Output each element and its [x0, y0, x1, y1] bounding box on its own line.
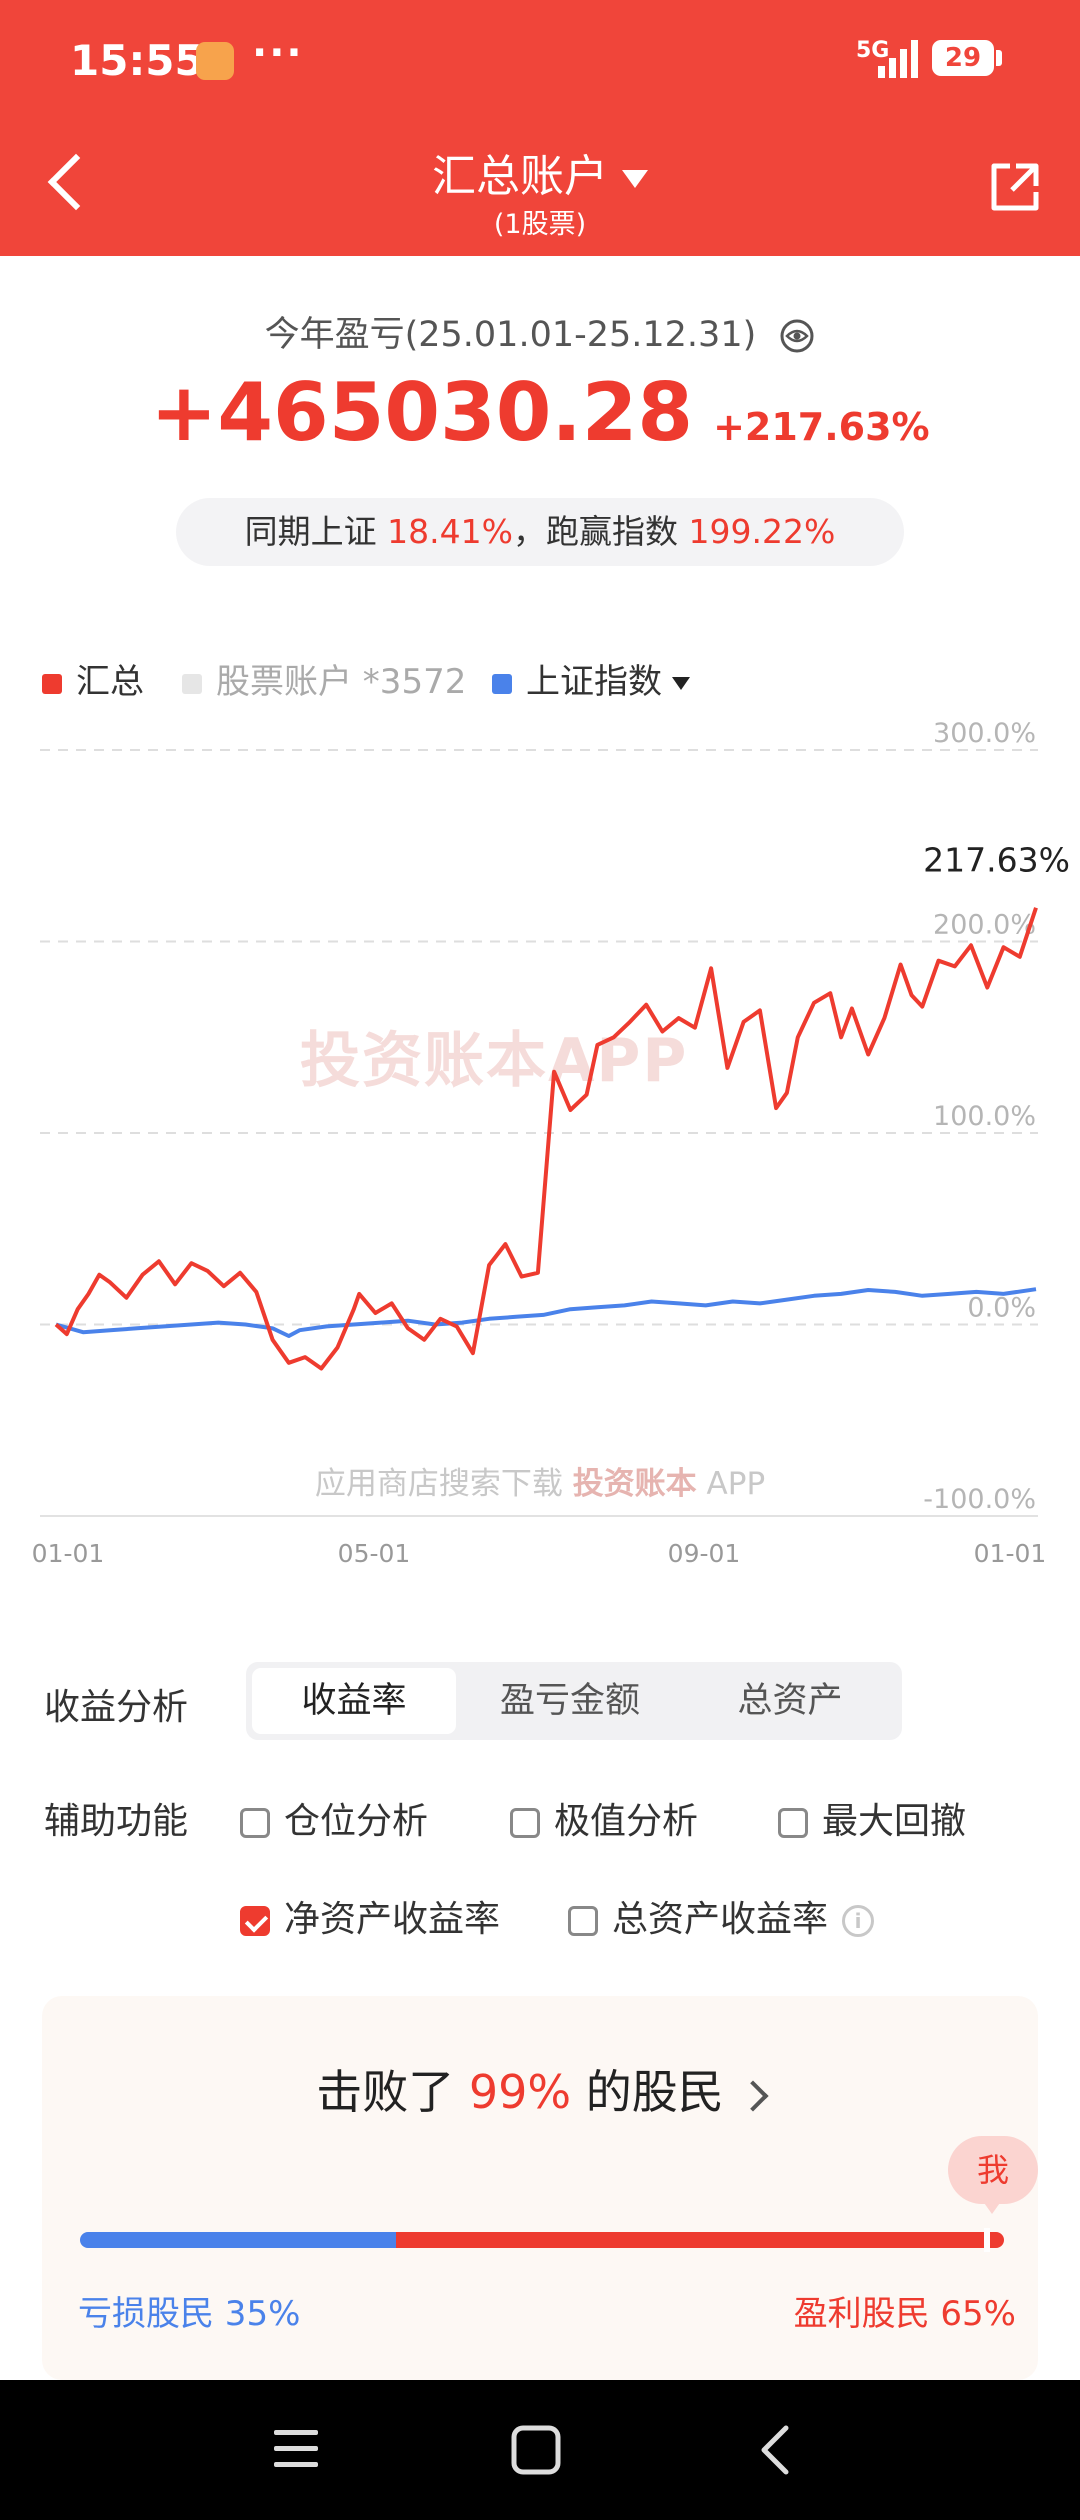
index-compare-pill: 同期上证 18.41%，跑赢指数 199.22%: [176, 498, 904, 566]
page-title: 汇总账户: [432, 151, 608, 202]
download-hint-app: APP: [706, 1466, 766, 1502]
period-label: 今年盈亏(25.01.01-25.12.31): [264, 315, 757, 355]
gain-bar: [396, 2232, 1004, 2248]
checkbox-extreme-analysis[interactable]: [510, 1808, 540, 1838]
option-label: 净资产收益率: [284, 1899, 501, 1940]
caret-down-icon: [622, 170, 648, 188]
beat-suffix: 的股民: [585, 2065, 724, 2119]
download-hint-text: 应用商店搜索下载: [314, 1466, 563, 1502]
analysis-label: 收益分析: [44, 1687, 189, 1728]
analysis-tabs: 收益率 盈亏金额 总资产: [246, 1662, 902, 1740]
option-roa[interactable]: 总资产收益率 i: [568, 1890, 875, 1942]
y-tick-label: 0.0%: [967, 1293, 1036, 1324]
option-max-drawdown[interactable]: 最大回撤: [778, 1792, 966, 1844]
compare-mid: ，跑赢指数: [513, 512, 678, 551]
my-position-marker: [984, 2228, 990, 2252]
return-chart[interactable]: 300.0% 200.0% 100.0% 0.0% -100.0% 01-01 05-01 0…: [0, 720, 1080, 1600]
end-value-label: 217.63%: [923, 841, 1070, 880]
x-tick-label: 01-01: [32, 1539, 105, 1568]
option-label: 极值分析: [554, 1801, 699, 1842]
profit-amount: +465030.28: [150, 366, 694, 459]
checkbox-position-analysis[interactable]: [240, 1808, 270, 1838]
beat-card[interactable]: 击败了 99% 的股民 我 亏损股民 35% 盈利股民 65%: [42, 1996, 1038, 2380]
checkbox-roa[interactable]: [568, 1906, 598, 1936]
option-label: 仓位分析: [284, 1801, 429, 1842]
option-roe[interactable]: 净资产收益率: [240, 1890, 500, 1942]
profit-row: +465030.28 +217.63%: [0, 366, 1080, 459]
header-bar: 15:55 ··· 5G 29 汇总账户 (1股票): [0, 0, 1080, 256]
legend-stock-account[interactable]: 股票账户 *3572: [182, 654, 466, 703]
legend-label-index: 上证指数: [526, 662, 662, 702]
info-icon[interactable]: i: [842, 1905, 875, 1937]
period-row: 今年盈亏(25.01.01-25.12.31): [0, 306, 1080, 357]
legend-index[interactable]: 上证指数: [492, 654, 690, 703]
y-tick-label: 100.0%: [933, 1101, 1036, 1132]
y-tick-label: -100.0%: [923, 1484, 1036, 1515]
legend-swatch-total: [42, 673, 62, 694]
account-selector[interactable]: 汇总账户: [0, 140, 1080, 204]
legend-swatch-index: [492, 673, 512, 694]
watermark-logo: 投资账本APP: [300, 1026, 689, 1096]
x-tick-label: 05-01: [338, 1539, 411, 1568]
share-icon[interactable]: [988, 160, 1042, 214]
download-hint: 应用商店搜索下载 投资账本 APP: [0, 1458, 1080, 1503]
x-tick-label: 09-01: [668, 1539, 741, 1568]
compare-prefix: 同期上证: [244, 512, 377, 551]
legend-swatch-stock: [182, 673, 202, 694]
beat-headline: 击败了 99% 的股民: [42, 2056, 1038, 2122]
battery-icon: 29: [932, 40, 994, 76]
checkbox-roe-checked[interactable]: [240, 1906, 270, 1936]
network-label: 5G: [856, 38, 890, 63]
loss-bar: [80, 2232, 400, 2248]
gain-label: 盈利股民 65%: [793, 2294, 1016, 2334]
series-line-index: [55, 1287, 1037, 1338]
page-subtitle: (1股票): [493, 209, 587, 240]
option-label: 总资产收益率: [612, 1899, 829, 1940]
y-tick-label: 300.0%: [933, 720, 1036, 749]
more-notifications-icon: ···: [252, 30, 304, 76]
tab-return-rate[interactable]: 收益率: [252, 1668, 456, 1734]
system-nav-bar: [0, 2380, 1080, 2520]
y-tick-label: 200.0%: [933, 910, 1036, 941]
profit-percent: +217.63%: [713, 405, 930, 449]
chevron-right-icon: [737, 2079, 769, 2112]
beat-prefix: 击败了: [316, 2065, 455, 2119]
loss-label: 亏损股民 35%: [78, 2294, 301, 2334]
back-nav-icon[interactable]: [756, 2424, 792, 2476]
app-notification-icon: [196, 42, 234, 80]
signal-icon: [878, 40, 918, 78]
caret-down-icon: [672, 677, 690, 690]
eye-icon[interactable]: [779, 318, 815, 354]
x-tick-label: 01-01: [974, 1539, 1047, 1568]
checkbox-max-drawdown[interactable]: [778, 1808, 808, 1838]
series-line-total: [54, 907, 1038, 1371]
tab-total-assets[interactable]: 总资产: [737, 1681, 843, 1721]
beat-percent: 99%: [468, 2065, 572, 2119]
tab-profit-amount[interactable]: 盈亏金额: [499, 1681, 640, 1721]
status-time: 15:55: [70, 36, 204, 85]
legend-label-stock: 股票账户 *3572: [216, 662, 467, 702]
legend-total[interactable]: 汇总: [42, 654, 144, 703]
option-position-analysis[interactable]: 仓位分析: [240, 1792, 428, 1844]
home-icon[interactable]: [510, 2424, 562, 2476]
battery-tip: [996, 50, 1002, 66]
index-percent: 18.41%: [387, 512, 513, 551]
legend-label-total: 汇总: [76, 662, 144, 702]
aux-label: 辅助功能: [44, 1801, 189, 1842]
outperform-percent: 199.22%: [688, 512, 836, 551]
my-position-bubble: 我: [948, 2136, 1038, 2204]
bubble-tail: [982, 2200, 1002, 2214]
menu-icon[interactable]: [272, 2424, 320, 2474]
option-label: 最大回撤: [822, 1801, 967, 1842]
download-hint-brand: 投资账本: [572, 1466, 697, 1502]
option-extreme-analysis[interactable]: 极值分析: [510, 1792, 698, 1844]
